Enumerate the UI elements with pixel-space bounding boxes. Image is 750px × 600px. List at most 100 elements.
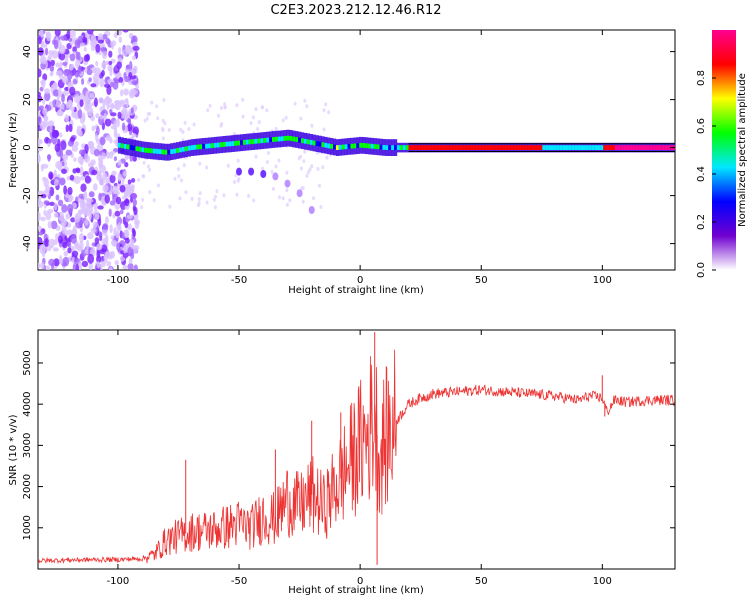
ridge-core	[527, 145, 531, 150]
noise-blob	[226, 163, 230, 168]
noise-blob	[40, 43, 48, 48]
noise-blob	[111, 170, 117, 176]
noise-blob	[127, 262, 134, 270]
ridge-core	[580, 145, 584, 150]
noise-blob	[49, 201, 55, 206]
noise-blob	[106, 261, 112, 267]
noise-blob	[68, 37, 73, 42]
noise-blob	[83, 190, 88, 201]
ridge-core	[187, 145, 191, 151]
noise-blob	[157, 183, 160, 188]
ridge-core	[516, 145, 520, 150]
noise-blob	[91, 125, 96, 132]
noise-blob	[310, 123, 314, 128]
ridge-core	[428, 145, 433, 150]
noise-blob	[49, 65, 55, 72]
noise-blob	[55, 62, 60, 68]
ridge-core	[632, 145, 636, 150]
snr-y-label: SNR (10 * v/v)	[8, 414, 19, 485]
noise-blob	[303, 149, 307, 154]
noise-blob	[132, 45, 140, 52]
ridge-core	[303, 138, 308, 144]
noise-blob	[124, 221, 129, 229]
noise-blob	[305, 173, 309, 178]
noise-blob	[81, 78, 85, 85]
noise-blob	[63, 185, 67, 195]
ridge-core	[365, 143, 369, 149]
noise-blob	[184, 190, 188, 195]
noise-blob	[131, 133, 137, 138]
ridge-core	[254, 138, 258, 144]
noise-blob	[285, 202, 289, 207]
ridge-core	[638, 145, 642, 150]
noise-blob	[112, 185, 119, 195]
ridge-core	[257, 138, 261, 144]
noise-blob	[257, 120, 261, 125]
colorbar-ticks: 0.0 0.2 0.4 0.6 0.8	[696, 70, 716, 278]
ridge-core	[641, 145, 645, 150]
noise-blob	[135, 84, 139, 90]
ridge-core	[176, 148, 180, 153]
ridge-core	[626, 145, 630, 150]
ridge-core	[388, 145, 392, 150]
noise-blob	[59, 148, 64, 159]
ridge-core	[382, 145, 386, 150]
ridge-core	[606, 145, 610, 150]
noise-blob	[126, 64, 131, 70]
noise-blob	[124, 98, 129, 104]
noise-blob	[132, 126, 139, 136]
echo-branch-point	[260, 170, 267, 178]
noise-blob	[67, 71, 73, 80]
spectrogram-x-label: Height of straight line (km)	[288, 285, 424, 296]
noise-blob	[75, 51, 80, 60]
ridge-core	[147, 148, 151, 153]
noise-blob	[109, 250, 116, 259]
ridge-core	[533, 145, 537, 150]
noise-blob	[84, 248, 89, 254]
noise-blob	[69, 53, 76, 62]
noise-blob	[128, 258, 133, 265]
noise-blob	[88, 191, 95, 198]
noise-blob	[148, 167, 152, 172]
ridge-core	[338, 144, 342, 150]
noise-blob	[299, 166, 303, 171]
noise-blob	[101, 152, 106, 160]
noise-blob	[113, 156, 117, 162]
ridge-core	[208, 143, 212, 149]
ridge-core	[289, 136, 293, 141]
noise-blob	[272, 186, 275, 191]
y-tick-label: 1000	[22, 515, 33, 540]
x-tick-label: 100	[593, 275, 612, 286]
noise-blob	[68, 241, 72, 248]
ridge-core	[612, 145, 616, 150]
noise-blob	[65, 124, 70, 133]
ridge-core	[245, 139, 249, 145]
ridge-core	[184, 146, 188, 152]
spectrogram-y-label: Frequency (Hz)	[8, 112, 19, 188]
ridge-core	[385, 145, 389, 150]
noise-blob	[93, 97, 98, 108]
ridge-core	[292, 136, 296, 142]
ridge-core	[298, 137, 302, 143]
noise-blob	[131, 178, 136, 183]
noise-blob	[61, 168, 67, 174]
noise-blob	[45, 185, 51, 193]
ridge-core	[490, 145, 494, 150]
noise-blob	[97, 39, 105, 44]
x-tick-label: 0	[357, 576, 363, 587]
noise-blob	[79, 42, 86, 47]
noise-blob	[167, 128, 171, 132]
noise-blob	[110, 124, 117, 130]
noise-blob	[47, 138, 52, 144]
ridge-core	[312, 140, 316, 146]
x-tick-label: 100	[593, 576, 612, 587]
noise-blob	[205, 165, 209, 170]
ridge-core	[396, 145, 401, 150]
ridge-core	[179, 147, 183, 153]
ridge-core	[315, 141, 319, 146]
ridge-core	[370, 143, 374, 149]
ridge-core	[460, 145, 465, 150]
ridge-core	[132, 145, 136, 151]
ridge-core	[161, 149, 165, 155]
y-tick-label: -20	[22, 187, 33, 203]
